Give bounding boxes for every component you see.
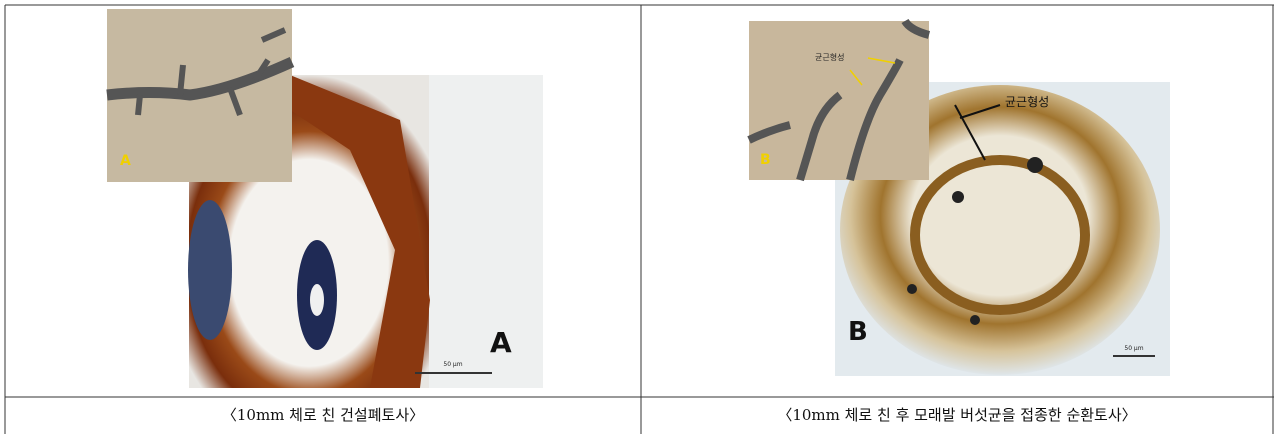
figure-table: 50 μm A A 〈10mm 체로 친 건설폐토사〉 균근형성 50 μm B… xyxy=(0,0,1274,434)
caption: 〈10mm 체로 친 후 모래발 버섯균을 접종한 순환토사〉 xyxy=(777,406,1136,424)
image-label: A xyxy=(490,326,512,359)
inset-a: A xyxy=(107,9,292,182)
image-label: B xyxy=(848,317,868,347)
inset-b: 균근형성 B xyxy=(749,21,929,180)
inset-label: B xyxy=(760,152,771,168)
inset-label: A xyxy=(120,153,131,169)
scale-label: 50 μm xyxy=(1124,345,1143,352)
inset-annotation: 균근형성 xyxy=(815,53,844,62)
scale-label: 50 μm xyxy=(443,361,462,368)
image-annotation: 균근형성 xyxy=(1005,95,1049,109)
caption: 〈10mm 체로 친 건설폐토사〉 xyxy=(222,406,424,424)
